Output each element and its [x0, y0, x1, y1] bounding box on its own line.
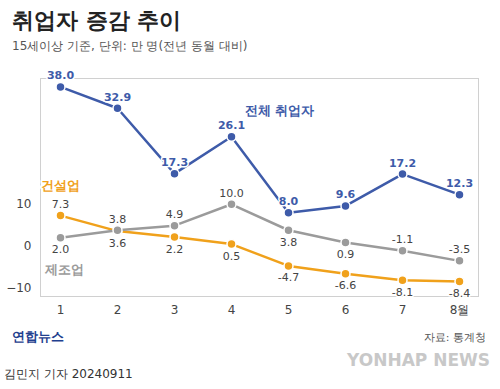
svg-text:6: 6 [342, 303, 350, 317]
svg-text:−10: −10 [6, 281, 31, 295]
svg-text:0.9: 0.9 [337, 248, 355, 261]
svg-text:3.8: 3.8 [109, 213, 127, 226]
svg-text:17.2: 17.2 [389, 157, 416, 170]
html-text:YONHAP NEWS: YONHAP NEWS [347, 350, 490, 370]
svg-text:26.1: 26.1 [218, 119, 245, 132]
svg-text:3.8: 3.8 [280, 236, 298, 249]
svg-text:4: 4 [228, 303, 236, 317]
svg-text:3: 3 [171, 303, 179, 317]
svg-text:0: 0 [24, 239, 32, 253]
svg-text:32.9: 32.9 [104, 91, 131, 104]
html-text:15세이상 기준, 단위: 만 명(전년 동월 대비): 15세이상 기준, 단위: 만 명(전년 동월 대비) [12, 39, 248, 53]
svg-text:-4.7: -4.7 [278, 271, 299, 284]
svg-text:-8.1: -8.1 [392, 286, 413, 299]
html-text:취업자 증감 추이: 취업자 증감 추이 [12, 8, 182, 33]
html-text:김민지 기자 20240911: 김민지 기자 20240911 [4, 367, 133, 381]
svg-text:2: 2 [114, 303, 122, 317]
svg-text:38.0: 38.0 [47, 69, 74, 82]
svg-text:17.3: 17.3 [161, 156, 188, 169]
svg-text:12.3: 12.3 [446, 177, 473, 190]
svg-text:전체 취업자: 전체 취업자 [245, 103, 315, 118]
svg-text:9.6: 9.6 [336, 188, 356, 201]
svg-text:-1.1: -1.1 [392, 233, 413, 246]
svg-text:4.9: 4.9 [166, 208, 184, 221]
svg-text:3.6: 3.6 [109, 237, 127, 250]
html-text:자료: 통계청: 자료: 통계청 [423, 331, 486, 344]
svg-text:제조업: 제조업 [44, 262, 84, 277]
html-text:연합뉴스: 연합뉴스 [12, 329, 64, 344]
svg-text:-6.6: -6.6 [335, 279, 356, 292]
svg-text:-3.5: -3.5 [449, 243, 470, 256]
svg-text:-8.4: -8.4 [449, 287, 470, 300]
svg-text:2.2: 2.2 [166, 242, 184, 255]
svg-text:건설업: 건설업 [41, 178, 80, 193]
svg-text:2.0: 2.0 [52, 243, 70, 256]
svg-text:8.0: 8.0 [279, 195, 299, 208]
svg-text:7: 7 [399, 303, 407, 317]
svg-text:10.0: 10.0 [219, 187, 244, 200]
svg-text:7.3: 7.3 [52, 198, 70, 211]
svg-text:10: 10 [16, 197, 31, 211]
svg-text:0.5: 0.5 [223, 250, 241, 263]
svg-text:1: 1 [57, 303, 65, 317]
svg-text:5: 5 [285, 303, 293, 317]
svg-text:8월: 8월 [450, 303, 470, 317]
